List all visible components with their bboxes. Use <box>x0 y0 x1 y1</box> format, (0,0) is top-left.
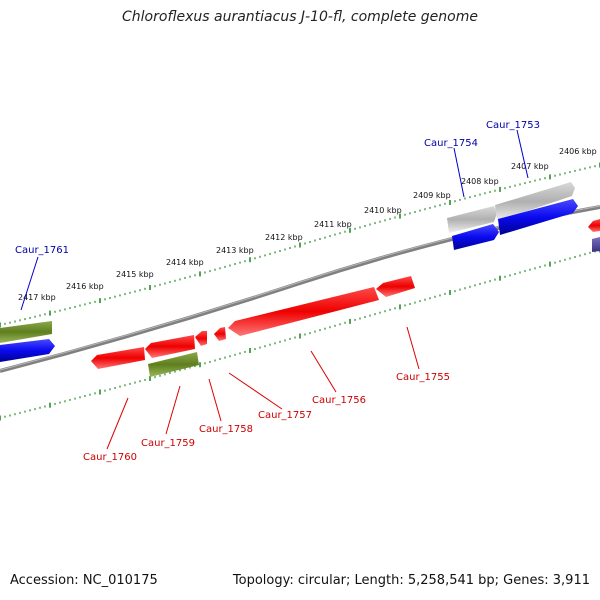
leader-line-caur-1754 <box>453 147 465 198</box>
leader-line-caur-1761 <box>20 256 39 311</box>
forward-gene-1754[interactable] <box>452 224 499 250</box>
reverse-gene-1756[interactable] <box>376 276 415 297</box>
gene-label-caur-1760[interactable]: Caur_1760 <box>83 452 137 463</box>
forward-rna-gene-1761[interactable] <box>0 321 52 343</box>
reverse-rna-gene-1759[interactable] <box>148 352 199 377</box>
scale-label-2408: 2408 kbp <box>461 177 499 186</box>
scale-label-2417: 2417 kbp <box>18 293 56 302</box>
reverse-gene-1757[interactable] <box>228 287 379 336</box>
scale-label-2413: 2413 kbp <box>216 246 254 255</box>
inner-scale-ruler <box>0 247 600 421</box>
scale-label-2412: 2412 kbp <box>265 233 303 242</box>
genome-summary-text: Topology: circular; Length: 5,258,541 bp… <box>232 573 590 588</box>
scale-label-2414: 2414 kbp <box>166 258 204 267</box>
scale-label-2406: 2406 kbp <box>559 147 597 156</box>
reverse-gene-1759[interactable] <box>145 335 195 358</box>
scale-label-2411: 2411 kbp <box>314 220 352 229</box>
gene-label-caur-1753[interactable]: Caur_1753 <box>486 120 540 131</box>
forward-pseudogene-1753[interactable] <box>495 182 575 221</box>
leader-line-caur-1757 <box>228 372 283 410</box>
gene-label-caur-1759[interactable]: Caur_1759 <box>141 438 195 449</box>
scale-label-2409: 2409 kbp <box>413 191 451 200</box>
leader-line-caur-1755 <box>406 326 420 370</box>
leader-line-caur-1759 <box>165 385 181 435</box>
reverse-gene-1760[interactable] <box>91 347 145 369</box>
outer-scale-ruler <box>0 162 600 328</box>
scale-label-2407: 2407 kbp <box>511 162 549 171</box>
leader-line-caur-1753 <box>516 129 529 179</box>
other-gene-edge[interactable] <box>592 237 600 252</box>
accession-text: Accession: NC_010175 <box>10 573 158 588</box>
gene-label-caur-1756[interactable]: Caur_1756 <box>312 395 366 406</box>
reverse-gene-edge[interactable] <box>588 219 600 232</box>
reverse-gene-1757-small[interactable] <box>214 327 226 341</box>
reverse-gene-1758[interactable] <box>195 331 207 346</box>
leader-line-caur-1756 <box>310 350 337 393</box>
forward-pseudogene-1754[interactable] <box>447 206 497 233</box>
gene-label-caur-1761[interactable]: Caur_1761 <box>15 245 69 256</box>
gene-label-caur-1757[interactable]: Caur_1757 <box>258 410 312 421</box>
forward-gene-1761[interactable] <box>0 339 55 362</box>
scale-label-2410: 2410 kbp <box>364 206 402 215</box>
leader-line-caur-1760 <box>106 397 129 450</box>
gene-label-caur-1758[interactable]: Caur_1758 <box>199 424 253 435</box>
gene-label-caur-1755[interactable]: Caur_1755 <box>396 372 450 383</box>
forward-gene-1753[interactable] <box>498 199 578 235</box>
leader-line-caur-1758 <box>208 378 222 422</box>
map-title: Chloroflexus aurantiacus J-10-fl, comple… <box>122 9 478 25</box>
gene-label-caur-1754[interactable]: Caur_1754 <box>424 138 478 149</box>
scale-label-2415: 2415 kbp <box>116 270 154 279</box>
scale-label-2416: 2416 kbp <box>66 282 104 291</box>
